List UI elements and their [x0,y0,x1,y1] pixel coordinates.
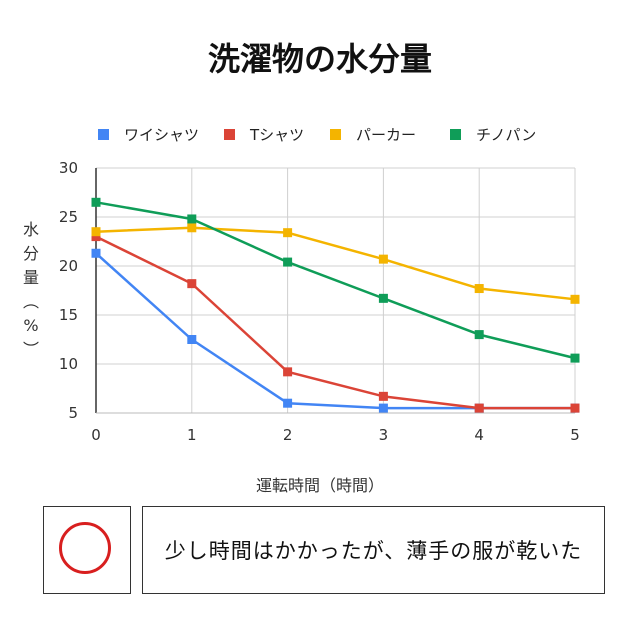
data-point-series-4 [378,293,388,303]
line-chart: 5 10 15 20 25 30 0 1 2 3 4 5 ワイシャツ Tシャツ パーカー チノパン [59,126,580,444]
series-line-4 [95,201,576,360]
x-tick-label: 5 [570,426,580,444]
legend-swatch-4 [450,129,461,140]
x-tick-label: 4 [474,426,484,444]
legend-swatch-3 [330,129,341,140]
data-point-series-1 [283,398,293,408]
data-point-series-3 [91,227,101,237]
data-point-series-2 [187,279,197,289]
data-point-series-3 [283,228,293,238]
red-circle-icon [59,522,111,574]
data-point-series-2 [570,403,580,413]
data-point-series-3 [474,284,484,294]
series-line-2 [95,235,575,410]
x-tick-label: 3 [379,426,389,444]
x-tick-label: 2 [283,426,293,444]
x-axis-label: 運転時間（時間） [255,476,384,495]
y-tick-label: 25 [59,208,78,226]
y-tick-label: 20 [59,257,78,275]
x-tick-label: 1 [187,426,197,444]
comment-box: 少し時間はかかったが、薄手の服が乾いた [142,506,605,594]
legend-label-4: チノパン [476,126,536,144]
data-point-series-2 [378,391,388,401]
y-tick-label: 30 [59,159,78,177]
data-point-series-3 [378,254,388,264]
y-axis-label: 水 分 量 ︵ % ︶ [22,220,39,359]
y-tick-label: 5 [68,404,78,422]
data-point-series-4 [187,214,197,224]
data-point-series-4 [283,257,293,267]
data-point-series-4 [91,197,101,207]
data-point-series-4 [474,330,484,340]
legend-swatch-2 [224,129,235,140]
data-point-series-1 [187,335,197,344]
data-point-series-2 [91,232,101,242]
comment-text: 少し時間はかかったが、薄手の服が乾いた [164,539,583,563]
legend-swatch-1 [98,129,109,140]
legend-label-2: Tシャツ [249,126,304,144]
legend-label-3: パーカー [356,126,416,144]
data-point-series-2 [283,367,293,377]
y-tick-label: 15 [59,306,78,324]
data-point-series-1 [378,403,388,413]
y-tick-label: 10 [59,355,78,373]
result-mark-box [43,506,131,594]
data-point-series-3 [570,294,580,304]
legend-label-1: ワイシャツ [124,126,199,144]
series-line-3 [95,226,576,301]
data-point-series-4 [570,353,580,363]
chart-title: 洗濯物の水分量 [207,40,432,78]
data-point-series-3 [187,223,197,233]
data-point-series-1 [91,248,101,258]
x-tick-label: 0 [91,426,101,444]
data-point-series-2 [474,403,484,413]
